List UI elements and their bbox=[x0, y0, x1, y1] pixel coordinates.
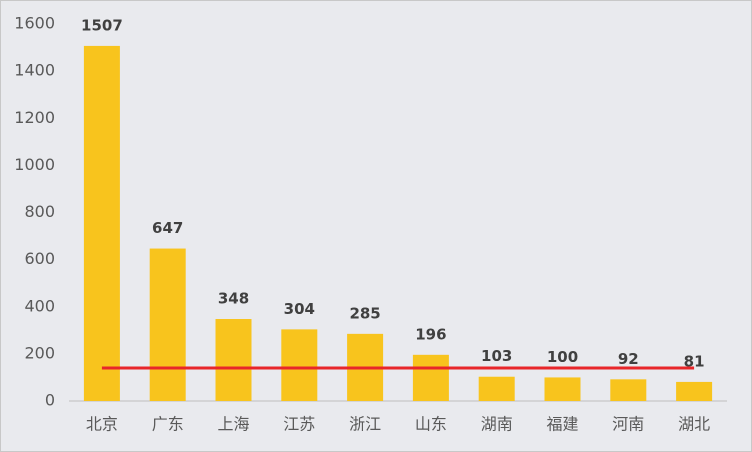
value-label: 348 bbox=[218, 290, 249, 308]
x-tick-label: 河南 bbox=[612, 415, 644, 434]
bar bbox=[544, 377, 581, 401]
value-label: 100 bbox=[547, 348, 578, 366]
y-tick-label: 1400 bbox=[14, 61, 55, 80]
x-tick-label: 福建 bbox=[546, 415, 578, 434]
value-label: 304 bbox=[284, 300, 315, 318]
value-label: 103 bbox=[481, 347, 512, 365]
bar bbox=[676, 381, 713, 401]
value-label: 1507 bbox=[81, 16, 123, 34]
value-label: 81 bbox=[684, 352, 705, 370]
x-tick-label: 江苏 bbox=[283, 415, 315, 434]
bar bbox=[478, 376, 515, 401]
x-tick-label: 湖北 bbox=[678, 415, 710, 434]
bar bbox=[281, 329, 318, 401]
y-tick-label: 800 bbox=[24, 202, 55, 221]
x-tick-label: 上海 bbox=[217, 415, 249, 434]
y-tick-label: 1200 bbox=[14, 108, 55, 127]
value-label: 196 bbox=[415, 325, 446, 343]
x-tick-label: 山东 bbox=[415, 415, 447, 434]
value-label: 285 bbox=[349, 304, 380, 322]
bar bbox=[83, 45, 120, 402]
x-tick-label: 湖南 bbox=[481, 415, 513, 434]
bar bbox=[149, 248, 186, 401]
bar bbox=[610, 379, 647, 401]
bar bbox=[215, 319, 252, 401]
y-tick-label: 1600 bbox=[14, 14, 55, 33]
value-label: 92 bbox=[618, 350, 639, 368]
y-tick-label: 1000 bbox=[14, 155, 55, 174]
y-tick-label: 0 bbox=[45, 391, 55, 410]
x-tick-label: 北京 bbox=[86, 415, 118, 434]
value-label: 647 bbox=[152, 219, 183, 237]
x-tick-label: 浙江 bbox=[349, 415, 381, 434]
y-tick-label: 400 bbox=[24, 296, 55, 315]
x-tick-label: 广东 bbox=[152, 415, 184, 434]
bar bbox=[412, 354, 449, 401]
y-tick-label: 600 bbox=[24, 249, 55, 268]
y-tick-label: 200 bbox=[24, 343, 55, 362]
